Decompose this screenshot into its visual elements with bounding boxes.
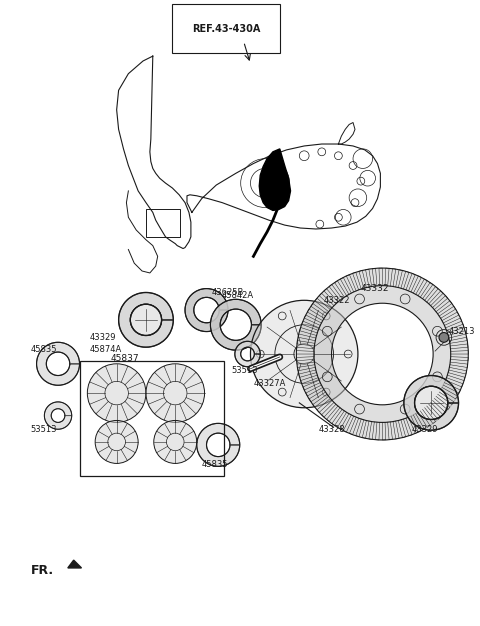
Polygon shape — [259, 149, 290, 210]
Circle shape — [95, 421, 138, 463]
Text: FR.: FR. — [31, 564, 54, 577]
Polygon shape — [185, 289, 228, 332]
Polygon shape — [210, 299, 261, 350]
Circle shape — [146, 364, 204, 423]
Text: REF.43-430A: REF.43-430A — [192, 24, 260, 34]
Polygon shape — [235, 341, 260, 367]
Polygon shape — [36, 342, 80, 385]
Text: 45835: 45835 — [202, 460, 228, 469]
Circle shape — [415, 386, 448, 419]
Text: 43332: 43332 — [361, 284, 389, 293]
Text: 43327A: 43327A — [253, 379, 286, 388]
Text: 43329: 43329 — [412, 424, 438, 434]
Text: 45835: 45835 — [31, 345, 57, 354]
Text: 45874A: 45874A — [89, 345, 121, 354]
Text: 45842A: 45842A — [221, 291, 253, 300]
Polygon shape — [68, 560, 82, 568]
Text: 43328: 43328 — [319, 424, 346, 434]
Text: 43329: 43329 — [89, 333, 116, 342]
Polygon shape — [296, 268, 468, 440]
Text: 43213: 43213 — [449, 327, 475, 336]
Text: 43625B: 43625B — [211, 288, 244, 297]
Bar — [146, 210, 180, 237]
Polygon shape — [119, 292, 173, 347]
Polygon shape — [404, 376, 458, 430]
Polygon shape — [44, 402, 72, 429]
Text: 45837: 45837 — [111, 354, 139, 364]
Circle shape — [154, 421, 197, 463]
Text: 43322: 43322 — [324, 296, 350, 305]
Text: 53513: 53513 — [31, 424, 57, 434]
Circle shape — [439, 332, 449, 342]
Bar — [80, 361, 224, 476]
Polygon shape — [251, 300, 358, 408]
Circle shape — [131, 304, 162, 336]
Text: 53513: 53513 — [231, 366, 257, 375]
Circle shape — [87, 364, 146, 423]
Polygon shape — [197, 423, 240, 466]
